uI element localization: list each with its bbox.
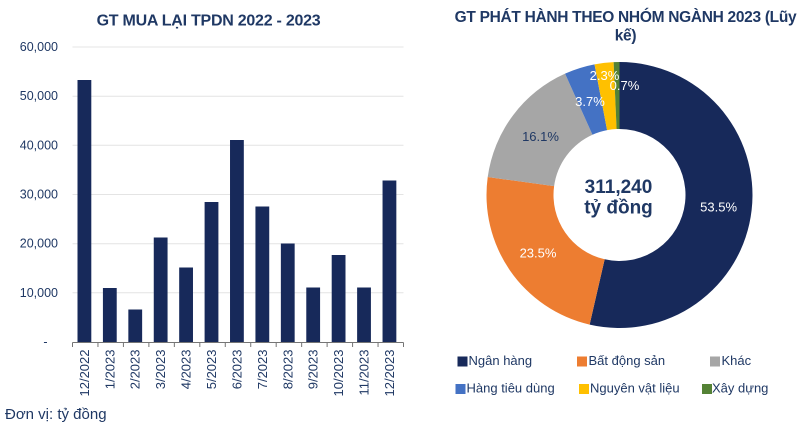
svg-text:Nguyên vật liệu: Nguyên vật liệu [590, 381, 680, 396]
svg-text:30,000: 30,000 [20, 188, 58, 202]
svg-text:40,000: 40,000 [20, 138, 58, 152]
svg-text:6/2023: 6/2023 [229, 350, 244, 390]
svg-text:2/2023: 2/2023 [128, 350, 143, 390]
svg-text:3.7%: 3.7% [575, 94, 605, 109]
svg-text:Xây dựng: Xây dựng [712, 381, 768, 396]
svg-text:kế): kế) [615, 27, 637, 44]
svg-text:Bất động sản: Bất động sản [589, 353, 666, 368]
svg-text:tỷ đồng: tỷ đồng [584, 197, 653, 218]
svg-text:3/2023: 3/2023 [153, 350, 168, 390]
svg-text:23.5%: 23.5% [520, 246, 557, 261]
svg-text:-: - [43, 335, 47, 349]
svg-text:1/2023: 1/2023 [102, 350, 117, 390]
svg-text:Khác: Khác [722, 353, 752, 368]
svg-text:8/2023: 8/2023 [280, 350, 295, 390]
svg-text:53.5%: 53.5% [700, 200, 737, 215]
svg-text:2.3%: 2.3% [590, 68, 620, 83]
svg-text:0.7%: 0.7% [610, 78, 640, 93]
svg-text:9/2023: 9/2023 [306, 350, 321, 390]
svg-text:20,000: 20,000 [20, 237, 58, 251]
svg-text:GT MUA LẠI TPDN 2022 - 2023: GT MUA LẠI TPDN 2022 - 2023 [97, 12, 321, 29]
svg-text:12/2023: 12/2023 [382, 350, 397, 397]
svg-text:GT PHÁT HÀNH THEO NHÓM NGÀNH 2: GT PHÁT HÀNH THEO NHÓM NGÀNH 2023 (Lũy [455, 8, 797, 26]
svg-text:60,000: 60,000 [20, 40, 58, 54]
svg-text:4/2023: 4/2023 [179, 350, 194, 390]
svg-text:Đơn vị: tỷ đồng: Đơn vị: tỷ đồng [5, 406, 107, 423]
svg-text:50,000: 50,000 [20, 89, 58, 103]
svg-text:Hàng tiêu dùng: Hàng tiêu dùng [467, 381, 555, 396]
svg-text:16.1%: 16.1% [522, 129, 559, 144]
svg-text:311,240: 311,240 [585, 177, 653, 198]
svg-text:7/2023: 7/2023 [255, 350, 270, 390]
svg-text:10/2023: 10/2023 [331, 350, 346, 397]
svg-text:10,000: 10,000 [20, 286, 58, 300]
svg-text:Ngân hàng: Ngân hàng [469, 353, 533, 368]
svg-text:5/2023: 5/2023 [204, 350, 219, 390]
svg-text:11/2023: 11/2023 [357, 350, 372, 396]
svg-text:12/2022: 12/2022 [77, 350, 92, 397]
